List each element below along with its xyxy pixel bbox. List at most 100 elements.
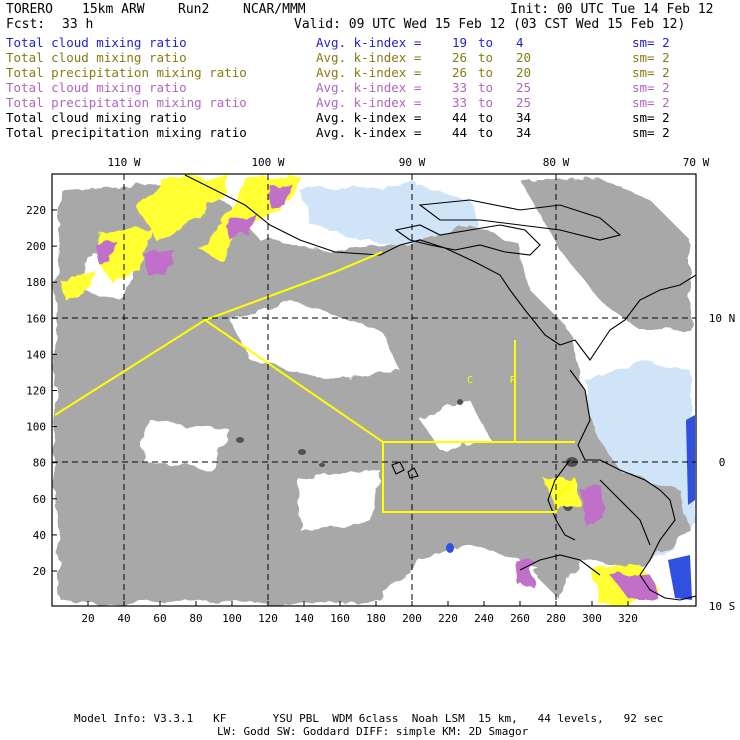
y-tick-label: 20 bbox=[33, 565, 46, 578]
region-label: C bbox=[467, 375, 473, 386]
legend-v2: 4 bbox=[516, 35, 524, 50]
region-label: R bbox=[510, 375, 517, 386]
legend-v2: 20 bbox=[516, 65, 532, 80]
x-tick-label: 200 bbox=[402, 612, 422, 625]
legend-to: to bbox=[478, 35, 494, 50]
legend-avg: Avg. k-index = bbox=[316, 35, 422, 50]
longitude-label: 110 W bbox=[107, 156, 140, 169]
legend-avg: Avg. k-index = bbox=[316, 80, 422, 95]
y-tick-label: 160 bbox=[26, 312, 46, 325]
x-tick-label: 300 bbox=[582, 612, 602, 625]
legend-v1: 44 bbox=[452, 110, 468, 125]
latitude-label: 10 N bbox=[709, 312, 736, 325]
run-label: Run2 bbox=[178, 2, 210, 17]
x-tick-label: 140 bbox=[294, 612, 314, 625]
model-name: TORERO bbox=[6, 2, 53, 17]
coastlines bbox=[184, 174, 696, 601]
legend-to: to bbox=[478, 80, 494, 95]
x-tick-label: 260 bbox=[510, 612, 530, 625]
legend-v2: 25 bbox=[516, 80, 532, 95]
x-tick-label: 40 bbox=[117, 612, 130, 625]
y-tick-label: 140 bbox=[26, 348, 46, 361]
legend-v1: 19 bbox=[452, 35, 468, 50]
y-tick-label: 120 bbox=[26, 385, 46, 398]
longitude-label: 70 W bbox=[683, 156, 710, 169]
y-tick-label: 60 bbox=[33, 493, 46, 506]
x-tick-label: 240 bbox=[474, 612, 494, 625]
init-time: Init: 00 UTC Tue 14 Feb 12 bbox=[510, 2, 714, 17]
legend-field: Total cloud mixing ratio bbox=[6, 50, 187, 65]
legend-avg: Avg. k-index = bbox=[316, 125, 422, 140]
legend-sm: sm= 2 bbox=[632, 95, 670, 110]
legend-row: Total precipitation mixing ratio Avg. k-i… bbox=[6, 95, 734, 110]
y-tick-label: 80 bbox=[33, 457, 46, 470]
longitude-label: 90 W bbox=[399, 156, 426, 169]
y-tick-label: 200 bbox=[26, 240, 46, 253]
x-tick-label: 180 bbox=[366, 612, 386, 625]
legend-to: to bbox=[478, 65, 494, 80]
x-axis-ticks: 20 40 60 80 100 120 140 160 180 200 220 240 260 280 30… bbox=[81, 601, 638, 625]
legend-to: to bbox=[478, 110, 494, 125]
legend-row: Total cloud mixing ratio Avg. k-index = 26… bbox=[6, 50, 734, 65]
legend-field: Total cloud mixing ratio bbox=[6, 80, 187, 95]
legend-sm: sm= 2 bbox=[632, 35, 670, 50]
purple-cloud-field bbox=[95, 182, 660, 600]
x-tick-label: 100 bbox=[222, 612, 242, 625]
legend-v2: 34 bbox=[516, 125, 532, 140]
legend-sm: sm= 2 bbox=[632, 65, 670, 80]
legend-v1: 33 bbox=[452, 80, 468, 95]
legend-field: Total precipitation mixing ratio bbox=[6, 125, 247, 140]
region-boundaries bbox=[54, 251, 576, 513]
weather-map: 20 40 60 80 100 120 140 160 180 200 220 240 260 280 30… bbox=[26, 156, 736, 625]
model-info-line: Model Info: V3.3.1 KF YSU PBL WDM 6class… bbox=[74, 712, 664, 725]
legend-v1: 33 bbox=[452, 95, 468, 110]
x-tick-label: 80 bbox=[189, 612, 202, 625]
y-tick-label: 40 bbox=[33, 529, 46, 542]
blue-cloud-cores bbox=[446, 415, 695, 600]
valid-time: Valid: 09 UTC Wed 15 Feb 12 (03 CST Wed … bbox=[294, 17, 686, 32]
legend-to: to bbox=[478, 50, 494, 65]
legend-row: Total cloud mixing ratio Avg. k-index = 33… bbox=[6, 80, 734, 95]
cloud-gaps bbox=[80, 250, 540, 606]
legend-avg: Avg. k-index = bbox=[316, 95, 422, 110]
legend-field: Total precipitation mixing ratio bbox=[6, 95, 247, 110]
longitude-label: 100 W bbox=[251, 156, 284, 169]
gray-cloud-field bbox=[55, 178, 690, 605]
x-tick-label: 20 bbox=[81, 612, 94, 625]
model-resolution: 15km ARW bbox=[82, 2, 145, 17]
physics-info-line: LW: Godd SW: Goddard DIFF: simple KM: 2D… bbox=[217, 725, 529, 738]
legend-v2: 25 bbox=[516, 95, 532, 110]
organization: NCAR/MMM bbox=[243, 2, 306, 17]
legend-sm: sm= 2 bbox=[632, 110, 670, 125]
legend-to: to bbox=[478, 125, 494, 140]
legend-field: Total cloud mixing ratio bbox=[6, 110, 187, 125]
legend-sm: sm= 2 bbox=[632, 125, 670, 140]
x-tick-label: 160 bbox=[330, 612, 350, 625]
forecast-label: Fcst: bbox=[6, 17, 46, 32]
legend-v1: 26 bbox=[452, 50, 468, 65]
legend-field: Total precipitation mixing ratio bbox=[6, 65, 247, 80]
legend-to: to bbox=[478, 95, 494, 110]
legend-v2: 20 bbox=[516, 50, 532, 65]
legend-row: Total precipitation mixing ratio Avg. k-i… bbox=[6, 125, 734, 140]
x-tick-label: 60 bbox=[153, 612, 166, 625]
legend-avg: Avg. k-index = bbox=[316, 65, 422, 80]
forecast-hour: 33 h bbox=[62, 17, 94, 32]
legend-avg: Avg. k-index = bbox=[316, 110, 422, 125]
legend-field: Total cloud mixing ratio bbox=[6, 35, 187, 50]
latitude-label: 10 S bbox=[709, 600, 736, 613]
legend-v1: 26 bbox=[452, 65, 468, 80]
longitude-labels: 110 W 100 W 90 W 80 W 70 W bbox=[107, 156, 709, 169]
legend-avg: Avg. k-index = bbox=[316, 50, 422, 65]
legend-v1: 44 bbox=[452, 125, 468, 140]
y-tick-label: 220 bbox=[26, 204, 46, 217]
lat-lon-grid bbox=[52, 174, 696, 606]
longitude-label: 80 W bbox=[543, 156, 570, 169]
x-tick-label: 320 bbox=[618, 612, 638, 625]
x-tick-label: 220 bbox=[438, 612, 458, 625]
latitude-label: 0 bbox=[719, 456, 726, 469]
legend-v2: 34 bbox=[516, 110, 532, 125]
legend-sm: sm= 2 bbox=[632, 50, 670, 65]
y-tick-label: 180 bbox=[26, 276, 46, 289]
